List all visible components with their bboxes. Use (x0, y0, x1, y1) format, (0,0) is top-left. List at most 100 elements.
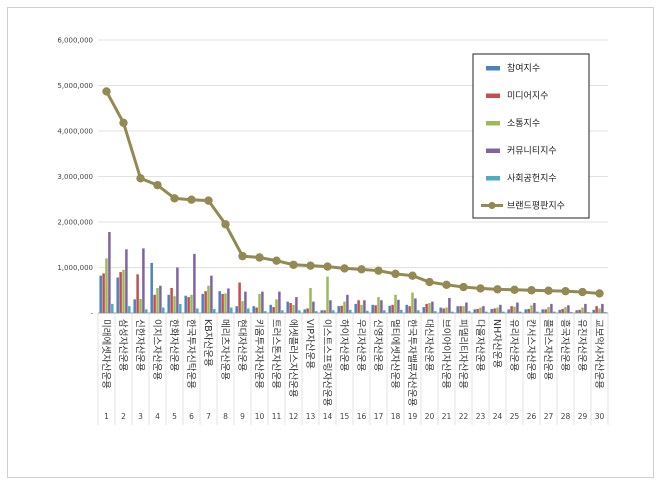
category-number: 5 (172, 412, 177, 421)
bar-참여지수 (320, 310, 323, 313)
bar-사회공헌지수 (111, 303, 114, 313)
bar-미디어지수 (374, 305, 377, 313)
bar-커뮤니티지수 (584, 303, 587, 313)
bar-미디어지수 (493, 308, 496, 313)
bar-소통지수 (156, 287, 159, 313)
bar-참여지수 (541, 309, 544, 313)
bar-참여지수 (133, 299, 136, 313)
bar-참여지수 (303, 309, 306, 313)
bar-미디어지수 (595, 306, 598, 313)
bar-미디어지수 (476, 308, 479, 313)
bar-커뮤니티지수 (533, 302, 536, 313)
bar-참여지수 (371, 304, 374, 313)
line-point (136, 174, 145, 183)
reputation-line (102, 87, 604, 298)
bar-사회공헌지수 (570, 312, 573, 313)
bar-참여지수 (99, 275, 102, 313)
bar-사회공헌지수 (451, 311, 454, 313)
line-point (459, 282, 468, 292)
bar-미디어지수 (510, 306, 513, 313)
bar-미디어지수 (357, 300, 360, 313)
bar-참여지수 (150, 262, 153, 313)
bar-소통지수 (360, 304, 363, 313)
category-label: KB자산운용 (202, 319, 213, 367)
bar-미디어지수 (425, 303, 428, 313)
category-number: 9 (240, 412, 245, 421)
bar-소통지수 (377, 297, 380, 313)
line-point (425, 277, 434, 287)
bar-사회공헌지수 (519, 311, 522, 313)
bar-소통지수 (343, 301, 346, 313)
x-axis: 미래에셋자산운용 1 삼성자산운용 2 신한자산운용 3 이지스자산운용 4 한화자산운용 5 한국… (97, 312, 609, 425)
bar-미디어지수 (578, 309, 581, 313)
bar-소통지수 (496, 307, 499, 313)
legend-swatch (486, 121, 500, 126)
bar-사회공헌지수 (332, 310, 335, 313)
y-tick-label: 1,000,000 (57, 264, 93, 272)
category-number: 3 (138, 412, 143, 421)
line-point (153, 180, 162, 190)
line-point (357, 265, 366, 274)
legend-swatch (486, 148, 500, 153)
category-label: 신한자산운용 (134, 319, 145, 372)
bar-미디어지수 (561, 308, 564, 313)
bar-참여지수 (184, 295, 187, 313)
category-number: 17 (374, 412, 384, 421)
bar-사회공헌지수 (162, 307, 165, 313)
line-point (204, 196, 213, 205)
line-point (306, 261, 315, 270)
bar-사회공헌지수 (196, 308, 199, 313)
line-point (238, 251, 247, 261)
category-label: 우리자산운용 (355, 319, 366, 372)
bar-참여지수 (473, 309, 476, 313)
category-number: 12 (289, 412, 299, 421)
bar-사회공헌지수 (587, 312, 590, 313)
bar-소통지수 (479, 307, 482, 313)
bar-사회공헌지수 (281, 310, 284, 313)
bar-참여지수 (558, 309, 561, 313)
bar-커뮤니티지수 (346, 294, 349, 313)
bar-커뮤니티지수 (482, 306, 485, 313)
category-number: 28 (561, 412, 571, 421)
bar-소통지수 (326, 276, 329, 313)
bar-커뮤니티지수 (397, 299, 400, 313)
legend-label: 소통지수 (507, 118, 540, 129)
line-point (374, 266, 383, 275)
legend-swatch (486, 66, 500, 71)
bar-소통지수 (598, 308, 601, 313)
bar-커뮤니티지수 (227, 288, 230, 313)
bar-소통지수 (411, 292, 414, 313)
bar-소통지수 (105, 258, 108, 313)
y-axis: - 1,000,000 2,000,000 3,000,000 4,000,000 5,0… (57, 37, 93, 318)
line-point (408, 271, 417, 280)
bar-소통지수 (530, 305, 533, 313)
line-point (527, 286, 536, 295)
category-number: 27 (544, 412, 554, 421)
category-label: 트러스톤자산운용 (270, 319, 281, 389)
bar-커뮤니티지수 (312, 301, 315, 313)
line-point (442, 280, 451, 289)
bar-참여지수 (507, 309, 510, 313)
bar-참여지수 (252, 306, 255, 313)
bar-소통지수 (258, 293, 261, 313)
bar-소통지수 (309, 287, 312, 313)
category-label: 한국투자밸류자산운용 (406, 319, 417, 407)
bar-커뮤니티지수 (142, 248, 145, 313)
bar-참여지수 (286, 301, 289, 313)
bar-참여지수 (456, 306, 459, 313)
bar-미디어지수 (272, 307, 275, 313)
line-point (272, 256, 281, 265)
bar-사회공헌지수 (145, 309, 148, 313)
line-point (578, 287, 587, 297)
bar-소통지수 (207, 285, 210, 313)
category-number: 19 (408, 412, 418, 421)
y-tick-label: 5,000,000 (57, 82, 93, 90)
line-point (391, 269, 400, 279)
line-point (510, 285, 519, 294)
bar-소통지수 (275, 299, 278, 313)
category-label: 멀티에셋자산운용 (389, 319, 401, 389)
bar-사회공헌지수 (179, 303, 182, 313)
category-number: 4 (155, 412, 160, 421)
bar-참여지수 (235, 306, 238, 313)
